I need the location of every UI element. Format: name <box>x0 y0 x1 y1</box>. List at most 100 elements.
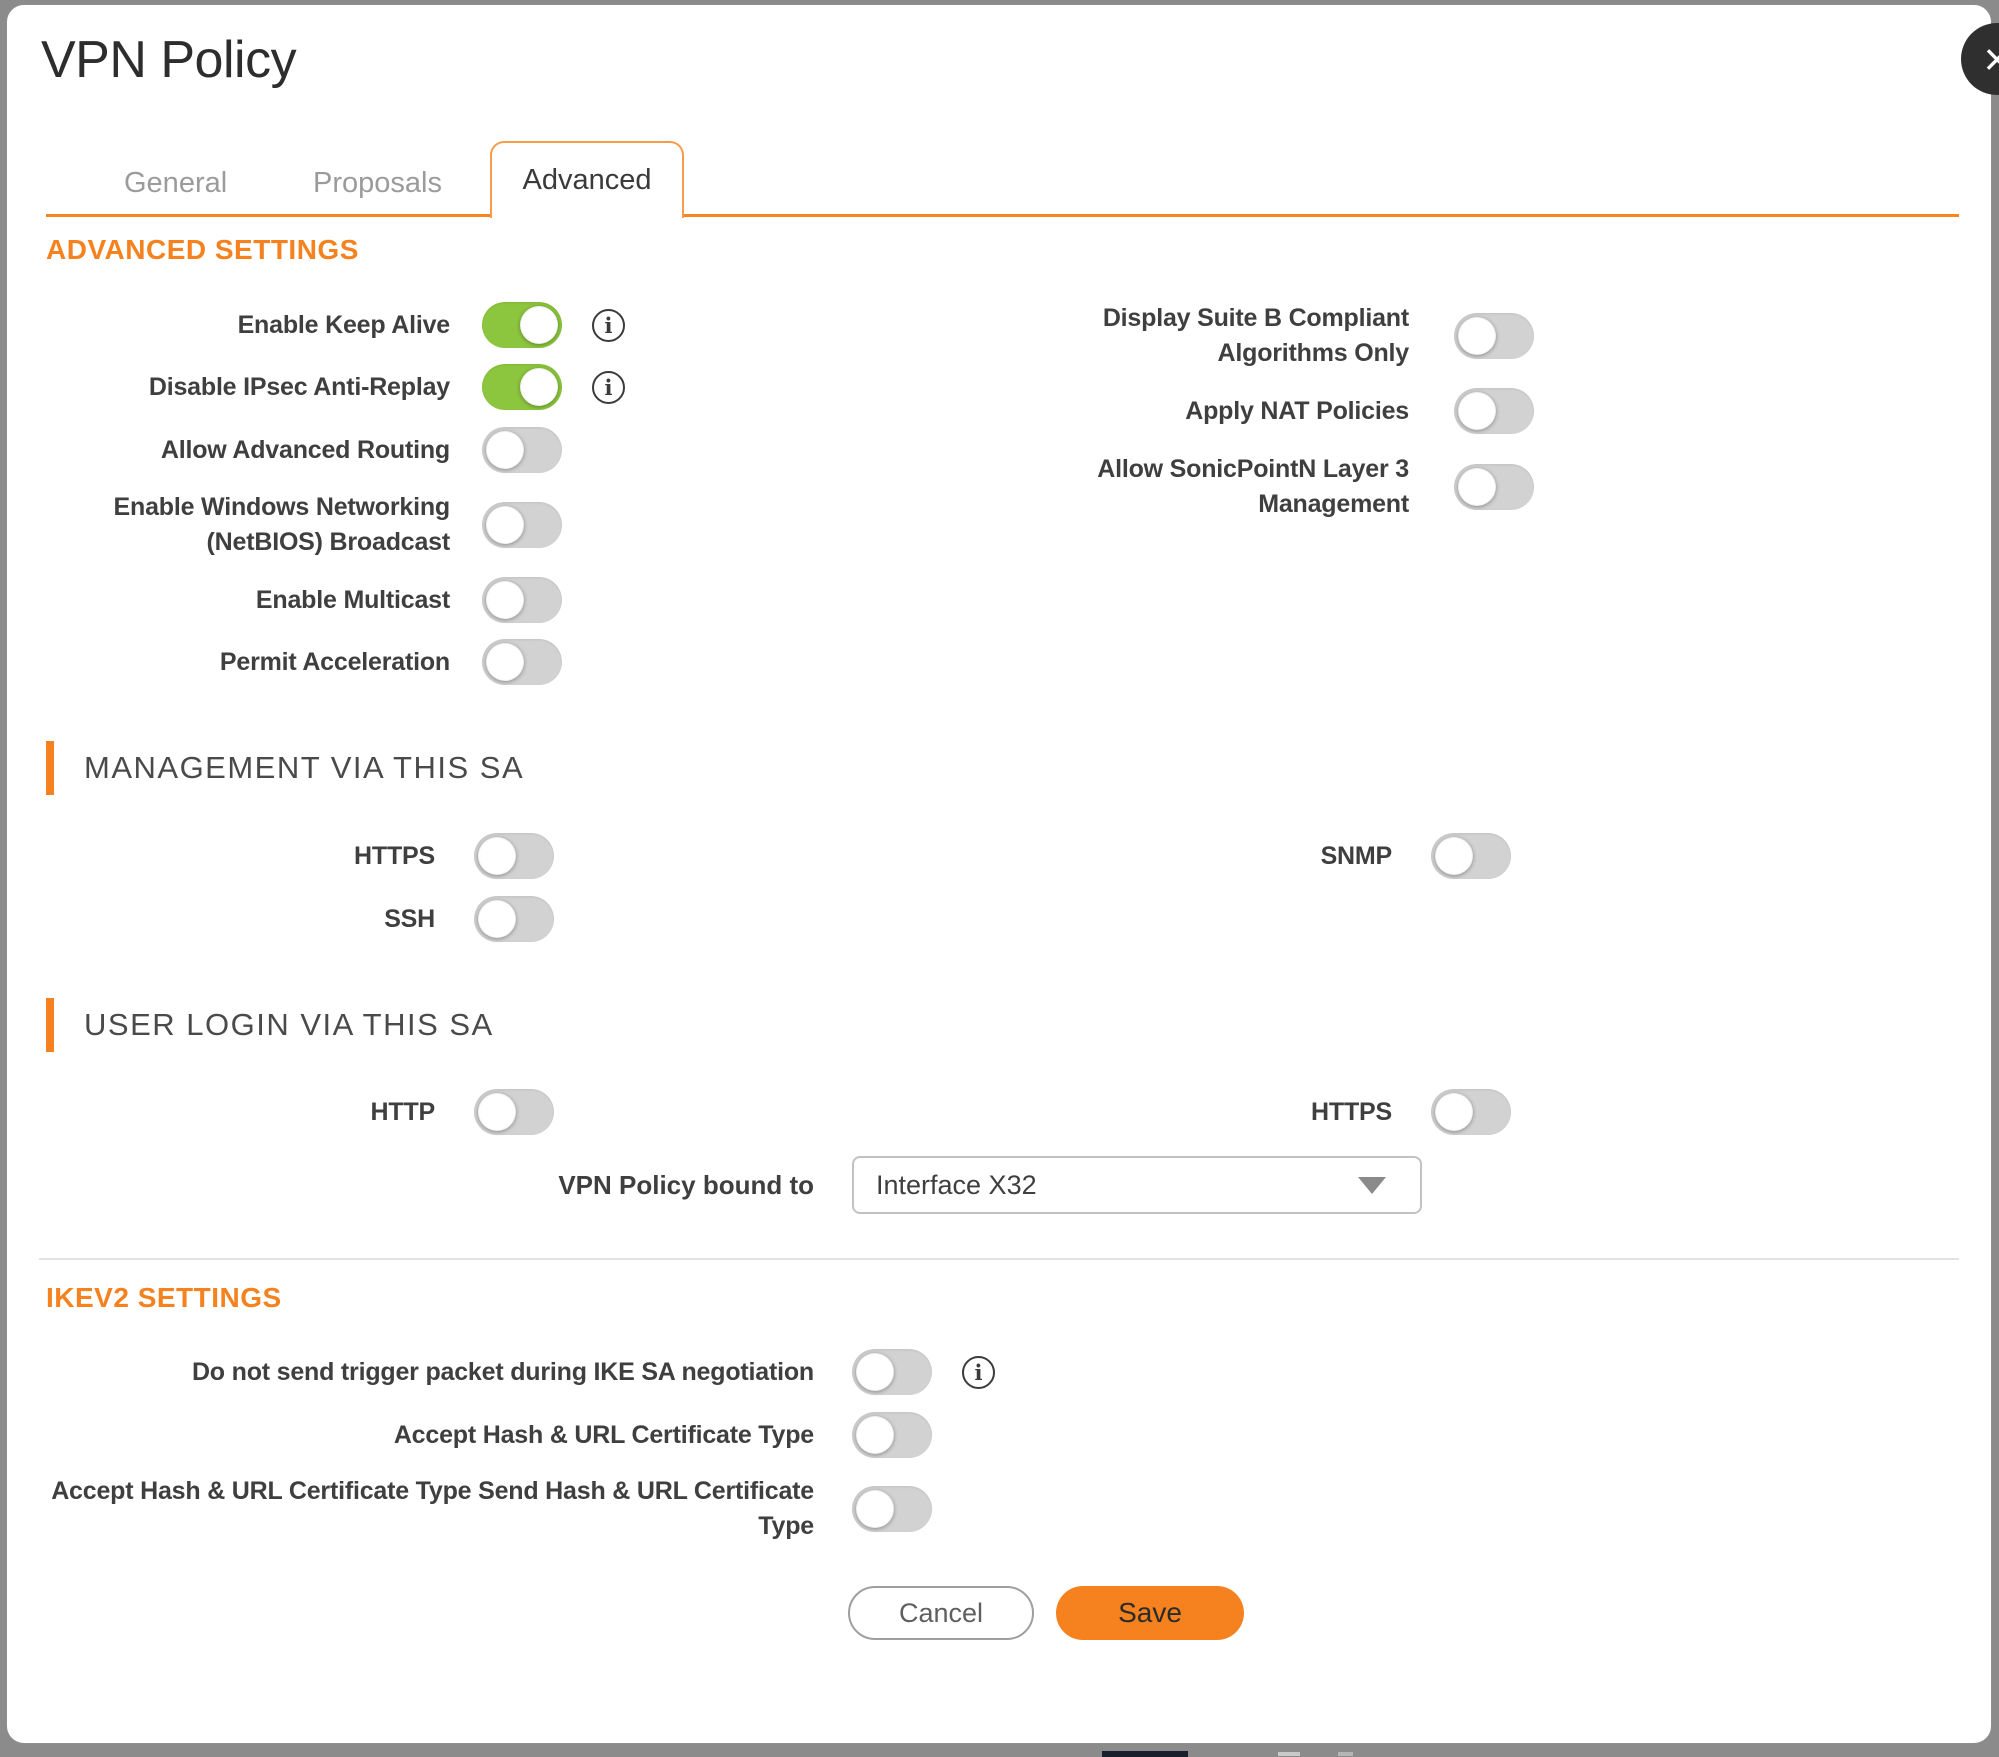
toggle-management-snmp[interactable] <box>1431 833 1511 879</box>
section-heading-management-via-this-sa: MANAGEMENT VIA THIS SA <box>46 741 524 795</box>
background-app-mark <box>1278 1752 1300 1756</box>
toggle-do-not-send-trigger-packet[interactable] <box>852 1349 932 1395</box>
setting-row: HTTPS <box>1073 1089 1511 1135</box>
setting-label: Allow SonicPointN Layer 3 Management <box>1097 455 1409 518</box>
info-icon[interactable]: i <box>592 308 625 342</box>
toggle-knob <box>1435 1093 1473 1131</box>
toggle-permit-acceleration[interactable] <box>482 639 562 685</box>
setting-row: Allow SonicPointN Layer 3 Management <box>1073 452 1534 522</box>
section-heading-label: USER LOGIN VIA THIS SA <box>84 1007 494 1042</box>
vpn-policy-bound-row: VPN Policy bound to Interface X32 <box>46 1156 1422 1214</box>
tab-proposals[interactable]: Proposals <box>313 167 442 199</box>
setting-row: HTTP <box>46 1089 554 1135</box>
setting-label: HTTP <box>370 1097 436 1126</box>
toggle-knob <box>486 506 524 544</box>
section-heading-user-login-via-this-sa: USER LOGIN VIA THIS SA <box>46 998 494 1052</box>
toggle-enable-multicast[interactable] <box>482 577 562 623</box>
setting-label: Apply NAT Policies <box>1185 396 1409 425</box>
setting-label: Accept Hash & URL Certificate Type <box>393 1420 814 1449</box>
close-icon: × <box>1983 33 1999 85</box>
save-button-label: Save <box>1118 1597 1182 1628</box>
setting-row: Disable IPsec Anti-Replay i <box>46 364 625 410</box>
setting-label: Display Suite B Compliant Algorithms Onl… <box>1102 304 1409 367</box>
toggle-allow-sonicpointn-layer-3-management[interactable] <box>1454 464 1534 510</box>
setting-row: Display Suite B Compliant Algorithms Onl… <box>1073 301 1534 371</box>
toggle-knob <box>1435 837 1473 875</box>
setting-row: SSH <box>46 896 554 942</box>
toggle-knob <box>486 431 524 469</box>
setting-label: HTTPS <box>354 841 435 870</box>
setting-label: Enable Multicast <box>255 585 450 614</box>
setting-row: SNMP <box>1073 833 1511 879</box>
vpn-policy-bound-dropdown[interactable]: Interface X32 <box>852 1156 1422 1214</box>
toggle-knob <box>486 581 524 619</box>
tab-advanced-label: Advanced <box>522 164 652 196</box>
setting-label: Accept Hash & URL Certificate Type Send … <box>51 1477 814 1540</box>
toggle-management-https[interactable] <box>474 833 554 879</box>
toggle-knob <box>856 1490 894 1528</box>
setting-label: Allow Advanced Routing <box>160 435 450 464</box>
toggle-apply-nat-policies[interactable] <box>1454 388 1534 434</box>
section-accent-bar <box>46 998 54 1052</box>
section-heading-ikev2-settings: IKEV2 SETTINGS <box>46 1282 282 1313</box>
dropdown-selected-value: Interface X32 <box>876 1169 1037 1200</box>
tab-underline <box>46 214 1959 217</box>
setting-row: Accept Hash & URL Certificate Type <box>46 1412 932 1458</box>
section-accent-bar <box>46 741 54 795</box>
setting-row: Do not send trigger packet during IKE SA… <box>46 1349 995 1395</box>
toggle-knob <box>1458 317 1496 355</box>
setting-row: Allow Advanced Routing <box>46 427 562 473</box>
setting-row: Accept Hash & URL Certificate Type Send … <box>46 1474 932 1544</box>
toggle-knob <box>520 306 558 344</box>
setting-row: HTTPS <box>46 833 554 879</box>
setting-row: Permit Acceleration <box>46 639 562 685</box>
setting-label: HTTPS <box>1311 1097 1392 1126</box>
toggle-enable-keep-alive[interactable] <box>482 302 562 348</box>
chevron-down-icon <box>1358 1176 1386 1194</box>
toggle-user-login-https[interactable] <box>1431 1089 1511 1135</box>
setting-label: Enable Keep Alive <box>237 310 451 339</box>
setting-row: Enable Windows Networking (NetBIOS) Broa… <box>46 490 562 560</box>
section-divider <box>39 1258 1959 1260</box>
section-heading-advanced-settings: ADVANCED SETTINGS <box>46 234 359 265</box>
vpn-policy-bound-label: VPN Policy bound to <box>558 1169 814 1200</box>
toggle-knob <box>1458 468 1496 506</box>
toggle-accept-send-hash-url-certificate-type[interactable] <box>852 1486 932 1532</box>
toggle-knob <box>856 1353 894 1391</box>
toggle-knob <box>1458 392 1496 430</box>
setting-label: Permit Acceleration <box>219 647 450 676</box>
toggle-knob <box>486 643 524 681</box>
save-button[interactable]: Save <box>1056 1586 1244 1640</box>
toggle-knob <box>478 837 516 875</box>
dialog-title: VPN Policy <box>41 31 297 89</box>
toggle-disable-ipsec-anti-replay[interactable] <box>482 364 562 410</box>
setting-row: Enable Multicast <box>46 577 562 623</box>
toggle-display-suite-b-compliant-algorithms-only[interactable] <box>1454 313 1534 359</box>
tab-advanced[interactable]: Advanced <box>490 141 684 218</box>
toggle-knob <box>478 900 516 938</box>
setting-label: Do not send trigger packet during IKE SA… <box>191 1357 814 1386</box>
toggle-allow-advanced-routing[interactable] <box>482 427 562 473</box>
info-icon[interactable]: i <box>592 370 625 404</box>
background-app-mark <box>1338 1752 1353 1756</box>
background-app-strip <box>1102 1751 1188 1757</box>
setting-label: Disable IPsec Anti-Replay <box>148 372 450 401</box>
setting-label: Enable Windows Networking (NetBIOS) Broa… <box>113 493 451 556</box>
setting-row: Enable Keep Alive i <box>46 302 625 348</box>
toggle-enable-windows-networking-netbios-broadcast[interactable] <box>482 502 562 548</box>
setting-row: Apply NAT Policies <box>1073 388 1534 434</box>
cancel-button-label: Cancel <box>898 1597 984 1628</box>
section-heading-label: MANAGEMENT VIA THIS SA <box>84 750 525 785</box>
toggle-knob <box>520 368 558 406</box>
toggle-user-login-http[interactable] <box>474 1089 554 1135</box>
toggle-knob <box>856 1416 894 1454</box>
cancel-button[interactable]: Cancel <box>848 1586 1034 1640</box>
tab-general[interactable]: General <box>124 167 228 199</box>
toggle-accept-hash-url-certificate-type[interactable] <box>852 1412 932 1458</box>
setting-label: SNMP <box>1320 841 1393 870</box>
setting-label: SSH <box>384 904 435 933</box>
toggle-management-ssh[interactable] <box>474 896 554 942</box>
close-button[interactable]: × <box>1961 23 1999 95</box>
toggle-knob <box>478 1093 516 1131</box>
info-icon[interactable]: i <box>962 1355 995 1389</box>
